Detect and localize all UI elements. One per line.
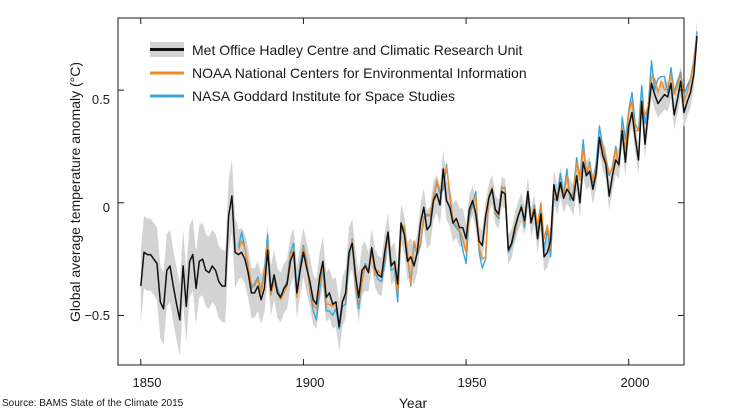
- legend-label-noaa: NOAA National Centers for Environmental …: [192, 65, 527, 81]
- y-tick-label-0: 0: [103, 200, 110, 215]
- legend: Met Office Hadley Centre and Climatic Re…: [150, 42, 527, 104]
- y-tick-labels: −0.5 0 0.5: [84, 92, 110, 323]
- y-axis-title: Global average temperature anomaly (°C): [67, 62, 83, 322]
- x-tick-label-2000: 2000: [621, 375, 650, 390]
- y-tick-label-0.5: 0.5: [92, 92, 110, 107]
- legend-label-hadcrut: Met Office Hadley Centre and Climatic Re…: [192, 42, 523, 58]
- x-tick-labels: 1850 1900 1950 2000: [133, 375, 650, 390]
- source-caption: Source: BAMS State of the Climate 2015: [2, 398, 184, 409]
- plot-area-frame: [117, 17, 685, 366]
- x-tick-label-1950: 1950: [458, 375, 487, 390]
- x-tick-label-1900: 1900: [296, 375, 325, 390]
- uncertainty-band-area: [140, 21, 698, 357]
- y-tick-label-neg-0.5: −0.5: [84, 308, 110, 323]
- x-tick-label-1850: 1850: [133, 375, 162, 390]
- line-hadcrut: [140, 35, 698, 328]
- axis-ticks: [118, 18, 684, 365]
- x-axis-title: Year: [399, 395, 428, 411]
- series-lines: [140, 31, 698, 330]
- uncertainty-band: [140, 21, 698, 357]
- legend-label-nasa: NASA Goddard Institute for Space Studies: [192, 88, 455, 104]
